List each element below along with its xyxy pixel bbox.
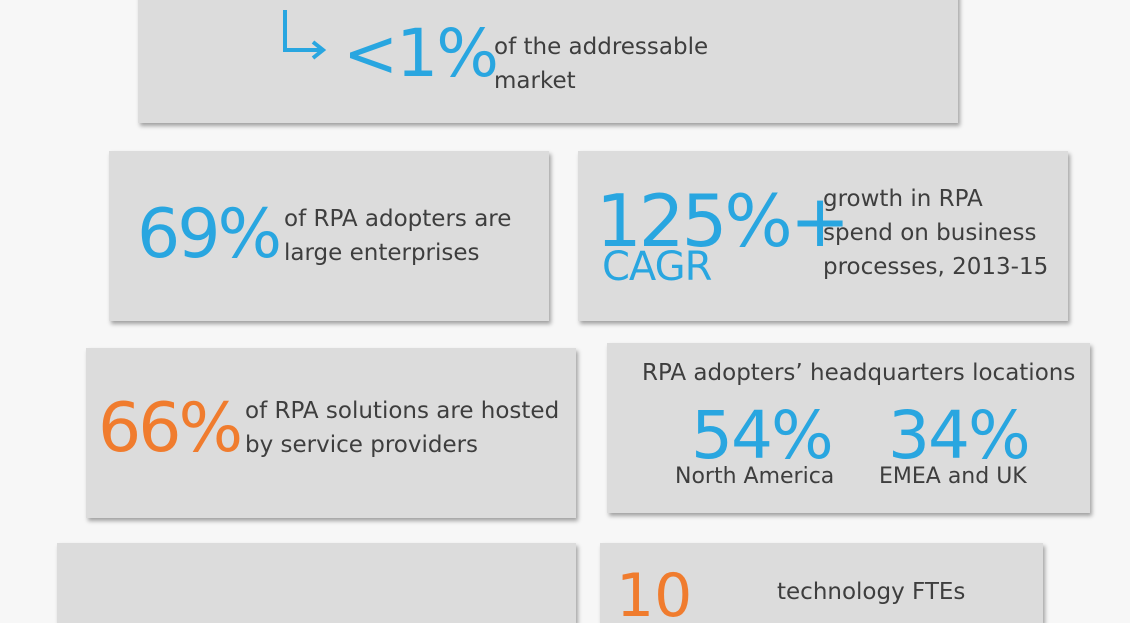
desc-line: large enterprises	[284, 240, 480, 266]
stat-value-emea: 34%	[888, 397, 1031, 474]
desc-line: processes, 2013-15	[823, 254, 1049, 280]
stat-card-bottom-left	[57, 543, 576, 623]
stat-value-large-enterprises: 69%	[137, 195, 282, 274]
stat-description-hosted: of RPA solutions are hosted by service p…	[245, 394, 559, 462]
desc-line: by service providers	[245, 432, 479, 458]
stat-value-technology-ftes: 10	[616, 561, 693, 623]
stat-description-cagr: growth in RPA spend on business processe…	[823, 182, 1048, 284]
label-emea: EMEA and UK	[879, 464, 1027, 489]
stat-value-addressable-market: <1%	[343, 15, 499, 92]
desc-line: of RPA adopters are	[284, 206, 512, 232]
desc-line: of the addressable	[494, 34, 709, 60]
stat-card-large-enterprises: 69% of RPA adopters are large enterprise…	[109, 151, 549, 321]
desc-line: spend on business	[823, 220, 1037, 246]
stat-value-north-america: 54%	[691, 397, 834, 474]
label-north-america: North America	[675, 464, 835, 489]
desc-line: growth in RPA	[823, 186, 983, 212]
stat-value-cagr: 125%+	[596, 179, 850, 263]
headquarters-title: RPA adopters’ headquarters locations	[642, 360, 1076, 386]
stat-card-addressable-market: <1% of the addressable market	[138, 0, 958, 123]
stat-description-addressable-market: of the addressable market	[494, 30, 708, 98]
arrow-turn-right-icon	[283, 10, 327, 60]
desc-line: of RPA solutions are hosted	[245, 398, 560, 424]
stat-card-cagr: 125%+ CAGR growth in RPA spend on busine…	[578, 151, 1068, 321]
stat-card-technology-ftes: 10 technology FTEs	[600, 543, 1043, 623]
stat-card-hosted: 66% of RPA solutions are hosted by servi…	[86, 348, 576, 518]
stat-value-hosted: 66%	[98, 389, 243, 468]
stat-description-large-enterprises: of RPA adopters are large enterprises	[284, 202, 511, 270]
desc-line: market	[494, 68, 576, 94]
stat-sublabel-cagr: CAGR	[602, 244, 712, 290]
stat-card-headquarters: RPA adopters’ headquarters locations 54%…	[607, 343, 1090, 513]
stat-description-technology-ftes: technology FTEs	[777, 579, 966, 605]
